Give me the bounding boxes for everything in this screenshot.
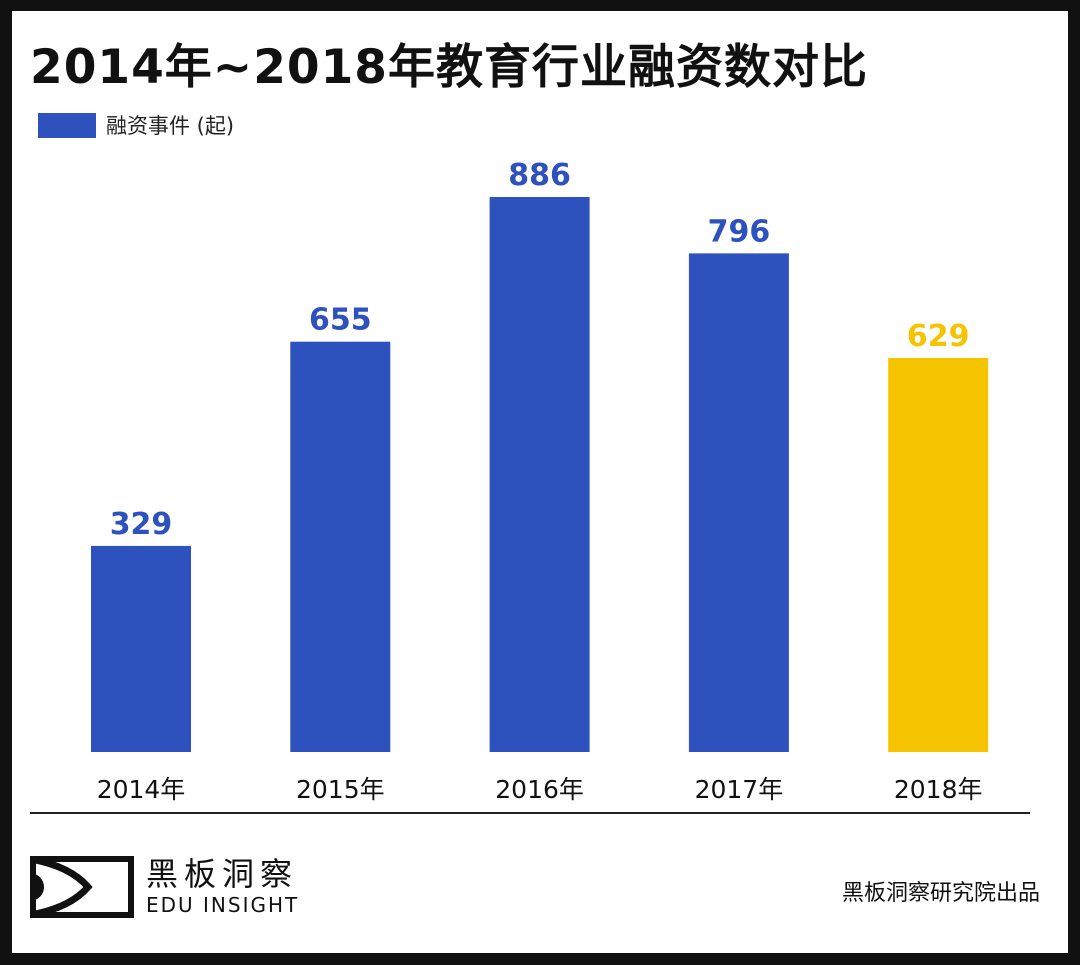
- logo-en: EDU INSIGHT: [146, 893, 300, 917]
- logo-cn: 黑板洞察: [146, 855, 299, 893]
- data-label: 886: [508, 158, 571, 193]
- data-label: 629: [907, 319, 970, 354]
- logo: 黑板洞察 EDU INSIGHT: [30, 856, 299, 918]
- legend: 融资事件 (起): [38, 110, 234, 140]
- bar: [290, 341, 391, 752]
- chart-title: 2014年~2018年教育行业融资数对比: [30, 40, 869, 95]
- data-label: 329: [110, 507, 173, 542]
- data-label: 796: [708, 214, 771, 249]
- bar: [888, 357, 989, 752]
- data-label: 655: [309, 303, 372, 338]
- x-tick-label: 2014年: [97, 775, 186, 804]
- credit: 黑板洞察研究院出品: [841, 881, 1040, 906]
- bar: [688, 253, 789, 753]
- x-tick-label: 2018年: [894, 775, 983, 804]
- legend-label: 融资事件 (起): [106, 114, 235, 138]
- divider: [30, 812, 1030, 814]
- bar: [489, 197, 590, 752]
- x-tick-label: 2015年: [296, 775, 385, 804]
- bar: [91, 545, 191, 752]
- x-tick-label: 2017年: [695, 775, 784, 804]
- eye-logo-icon: [30, 856, 134, 918]
- x-tick-label: 2016年: [495, 775, 584, 804]
- legend-swatch: [38, 112, 96, 138]
